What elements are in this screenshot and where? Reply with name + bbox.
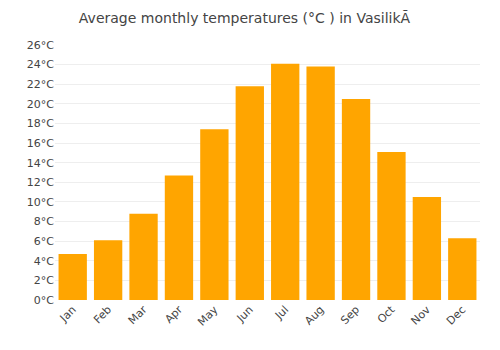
svg-text:24°C: 24°C (27, 58, 54, 71)
svg-text:Feb: Feb (91, 303, 114, 326)
svg-text:0°C: 0°C (34, 294, 54, 307)
svg-text:Mar: Mar (126, 303, 150, 327)
svg-text:14°C: 14°C (27, 157, 54, 170)
svg-text:22°C: 22°C (27, 78, 54, 91)
svg-text:16°C: 16°C (27, 137, 54, 150)
svg-text:4°C: 4°C (34, 255, 54, 268)
svg-text:Jun: Jun (234, 303, 256, 325)
svg-text:Oct: Oct (375, 303, 398, 326)
svg-text:26°C: 26°C (27, 39, 54, 52)
svg-text:Dec: Dec (444, 303, 468, 327)
svg-text:Aug: Aug (302, 303, 326, 327)
svg-text:Nov: Nov (409, 303, 434, 328)
svg-text:Jul: Jul (272, 303, 291, 322)
svg-text:May: May (195, 303, 221, 329)
svg-text:12°C: 12°C (27, 176, 54, 189)
svg-text:20°C: 20°C (27, 98, 54, 111)
svg-text:18°C: 18°C (27, 117, 54, 130)
svg-text:Sep: Sep (338, 303, 362, 327)
svg-text:2°C: 2°C (34, 274, 54, 287)
svg-text:8°C: 8°C (34, 215, 54, 228)
svg-text:Apr: Apr (162, 303, 185, 326)
svg-text:6°C: 6°C (34, 235, 54, 248)
svg-text:Jan: Jan (57, 303, 79, 325)
svg-text:Average monthly temperatures (: Average monthly temperatures (°C ) in Va… (79, 10, 421, 26)
svg-text:10°C: 10°C (27, 196, 54, 209)
